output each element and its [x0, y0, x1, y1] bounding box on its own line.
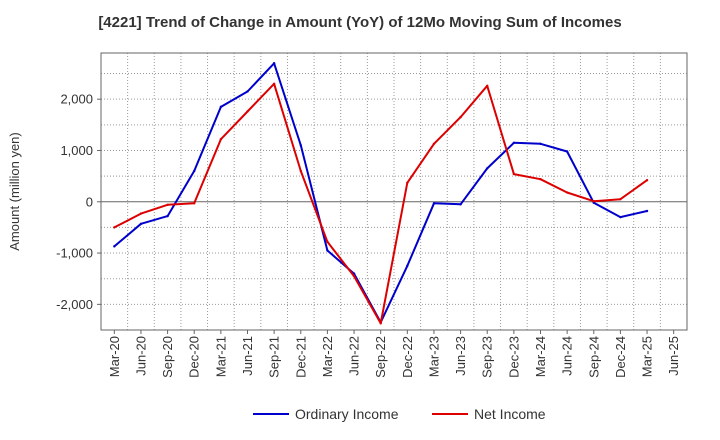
data-point	[592, 200, 595, 203]
data-point	[486, 167, 489, 170]
x-tick-label: Jun-23	[453, 336, 468, 376]
y-tick-label: -2,000	[56, 297, 93, 312]
data-point	[326, 249, 329, 252]
data-point	[139, 212, 143, 215]
x-tick-label: Jun-24	[560, 336, 575, 376]
x-tick-label: Dec-22	[400, 336, 415, 378]
data-point	[486, 84, 489, 88]
data-point	[113, 245, 116, 248]
x-tick-label: Jun-22	[347, 336, 362, 376]
data-point	[139, 222, 143, 226]
x-tick-label: Sep-23	[480, 336, 495, 378]
x-tick-label: Mar-24	[533, 336, 548, 377]
x-tick-label: Sep-20	[160, 336, 175, 378]
data-point	[565, 150, 569, 153]
x-tick-label: Mar-21	[213, 336, 228, 377]
data-point	[379, 322, 382, 325]
y-tick-label: 1,000	[60, 143, 93, 158]
x-tick-label: Mar-25	[640, 336, 655, 377]
x-tick-label: Mar-22	[320, 336, 335, 377]
x-tick-label: Dec-21	[293, 336, 308, 378]
data-point	[512, 141, 516, 144]
legend-ordinary-income-label: Ordinary Income	[295, 406, 399, 422]
data-point	[512, 172, 516, 176]
y-tick-label: 2,000	[60, 92, 93, 107]
data-point	[619, 197, 622, 201]
data-point	[459, 203, 462, 206]
x-tick-label: Sep-21	[267, 336, 282, 378]
data-point	[645, 209, 649, 213]
data-point	[326, 240, 329, 243]
data-point	[246, 110, 249, 113]
data-point	[432, 202, 436, 205]
x-tick-label: Dec-23	[506, 336, 521, 378]
data-point	[406, 264, 409, 268]
data-point	[166, 203, 169, 207]
data-point	[565, 191, 569, 194]
y-tick-label: -1,000	[56, 246, 93, 261]
data-point	[459, 115, 462, 119]
data-point	[166, 214, 169, 218]
data-point	[352, 274, 356, 278]
data-point	[193, 202, 196, 205]
y-axis-label: Amount (million yen)	[7, 132, 22, 251]
data-point	[432, 142, 436, 145]
data-point	[539, 142, 542, 145]
x-tick-label: Sep-24	[586, 336, 601, 378]
x-tick-label: Jun-21	[240, 336, 255, 376]
data-point	[645, 179, 649, 182]
plot-frame	[100, 52, 688, 331]
data-point	[272, 82, 276, 85]
x-tick-label: Jun-20	[133, 336, 148, 376]
data-point	[619, 215, 622, 219]
x-tick-label: Dec-20	[187, 336, 202, 378]
data-point	[299, 169, 302, 173]
data-point	[219, 137, 223, 141]
data-point	[113, 226, 116, 229]
data-point	[219, 105, 223, 109]
x-tick-label: Mar-20	[107, 336, 122, 377]
x-tick-label: Sep-22	[373, 336, 388, 378]
x-tick-label: Mar-23	[426, 336, 441, 377]
data-point	[272, 62, 276, 65]
data-point	[539, 177, 542, 181]
data-point	[299, 144, 302, 147]
legend-net-income-label: Net Income	[474, 406, 546, 422]
x-tick-label: Dec-24	[613, 336, 628, 378]
data-point	[193, 169, 196, 173]
data-point	[406, 181, 409, 184]
x-tick-label: Jun-25	[666, 336, 681, 376]
data-point	[246, 90, 249, 93]
chart-title: [4221] Trend of Change in Amount (YoY) o…	[98, 14, 622, 31]
y-tick-label: 0	[86, 194, 93, 209]
